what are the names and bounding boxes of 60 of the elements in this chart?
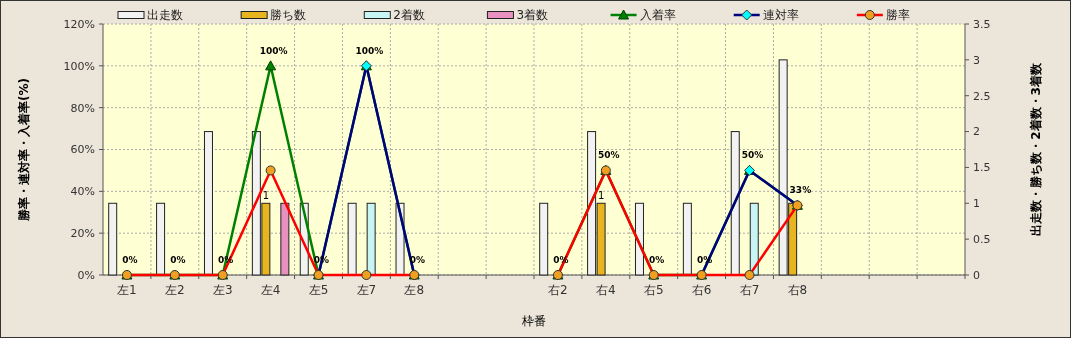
bar bbox=[203, 131, 213, 276]
y-tick-label: 100% bbox=[63, 59, 95, 73]
y2-tick-label: 3.5 bbox=[973, 17, 991, 31]
y2-tick-label: 3 bbox=[973, 53, 980, 67]
x-axis-title: 枠番 bbox=[521, 314, 546, 328]
bar bbox=[156, 202, 166, 276]
y2-tick-label: 2.5 bbox=[973, 89, 991, 103]
x-tick-label: 右7 bbox=[739, 283, 760, 297]
x-tick-label: 左7 bbox=[356, 283, 377, 297]
y-tick-label: 60% bbox=[70, 143, 95, 157]
x-tick-label: 右8 bbox=[787, 283, 808, 297]
bar bbox=[347, 202, 357, 276]
legend-label: 勝率 bbox=[885, 8, 910, 23]
y-tick-label: 80% bbox=[70, 101, 95, 115]
legend-label: 勝ち数 bbox=[270, 8, 307, 23]
x-tick-label: 左3 bbox=[212, 283, 233, 297]
y2-axis-title: 出走数・勝ち数・2着数・3着数 bbox=[1029, 62, 1043, 236]
legend-label: 連対率 bbox=[762, 8, 799, 23]
x-tick-label: 左4 bbox=[260, 283, 281, 297]
y-tick-label: 20% bbox=[70, 227, 95, 241]
x-tick-label: 左5 bbox=[308, 283, 329, 297]
legend-label: 3着数 bbox=[516, 8, 549, 23]
y2-tick-label: 2 bbox=[973, 125, 980, 139]
bar bbox=[280, 202, 290, 276]
x-tick-label: 右2 bbox=[548, 283, 568, 297]
y-axis-title: 勝率・連対率・入着率(%) bbox=[17, 78, 31, 222]
bar bbox=[682, 202, 692, 276]
legend-label: 2着数 bbox=[393, 8, 425, 23]
x-tick-label: 左1 bbox=[117, 283, 137, 297]
y2-tick-label: 0 bbox=[973, 268, 980, 282]
y-tick-label: 40% bbox=[70, 185, 95, 199]
bar bbox=[366, 202, 376, 276]
y-tick-label: 120% bbox=[63, 17, 95, 31]
bar bbox=[749, 202, 759, 276]
y2-tick-label: 1.5 bbox=[973, 161, 991, 175]
data-label: 100% bbox=[259, 45, 288, 56]
data-label: 1 bbox=[597, 190, 605, 202]
y-tick-label: 0% bbox=[77, 268, 95, 282]
data-label: 50% bbox=[741, 150, 764, 161]
y2-tick-label: 0.5 bbox=[973, 232, 991, 246]
bar bbox=[539, 202, 549, 276]
data-label: 0% bbox=[122, 255, 138, 265]
data-label: 0% bbox=[170, 255, 186, 265]
x-tick-label: 右5 bbox=[643, 283, 664, 297]
bar bbox=[108, 202, 118, 276]
data-label: 50% bbox=[598, 150, 620, 161]
x-tick-label: 右6 bbox=[691, 283, 712, 297]
bar bbox=[634, 202, 644, 276]
legend-label: 入着率 bbox=[639, 8, 676, 23]
point bbox=[265, 60, 277, 71]
data-label: 0% bbox=[649, 255, 665, 265]
y2-tick-label: 1 bbox=[973, 197, 980, 211]
bar bbox=[730, 131, 740, 276]
x-tick-label: 右4 bbox=[596, 283, 616, 297]
data-label: 33% bbox=[789, 185, 812, 196]
legend-label: 出走数 bbox=[147, 8, 183, 23]
data-label: 1 bbox=[262, 190, 270, 202]
data-label: 100% bbox=[355, 45, 384, 56]
x-tick-label: 左8 bbox=[404, 283, 425, 297]
x-tick-label: 左2 bbox=[165, 283, 185, 297]
